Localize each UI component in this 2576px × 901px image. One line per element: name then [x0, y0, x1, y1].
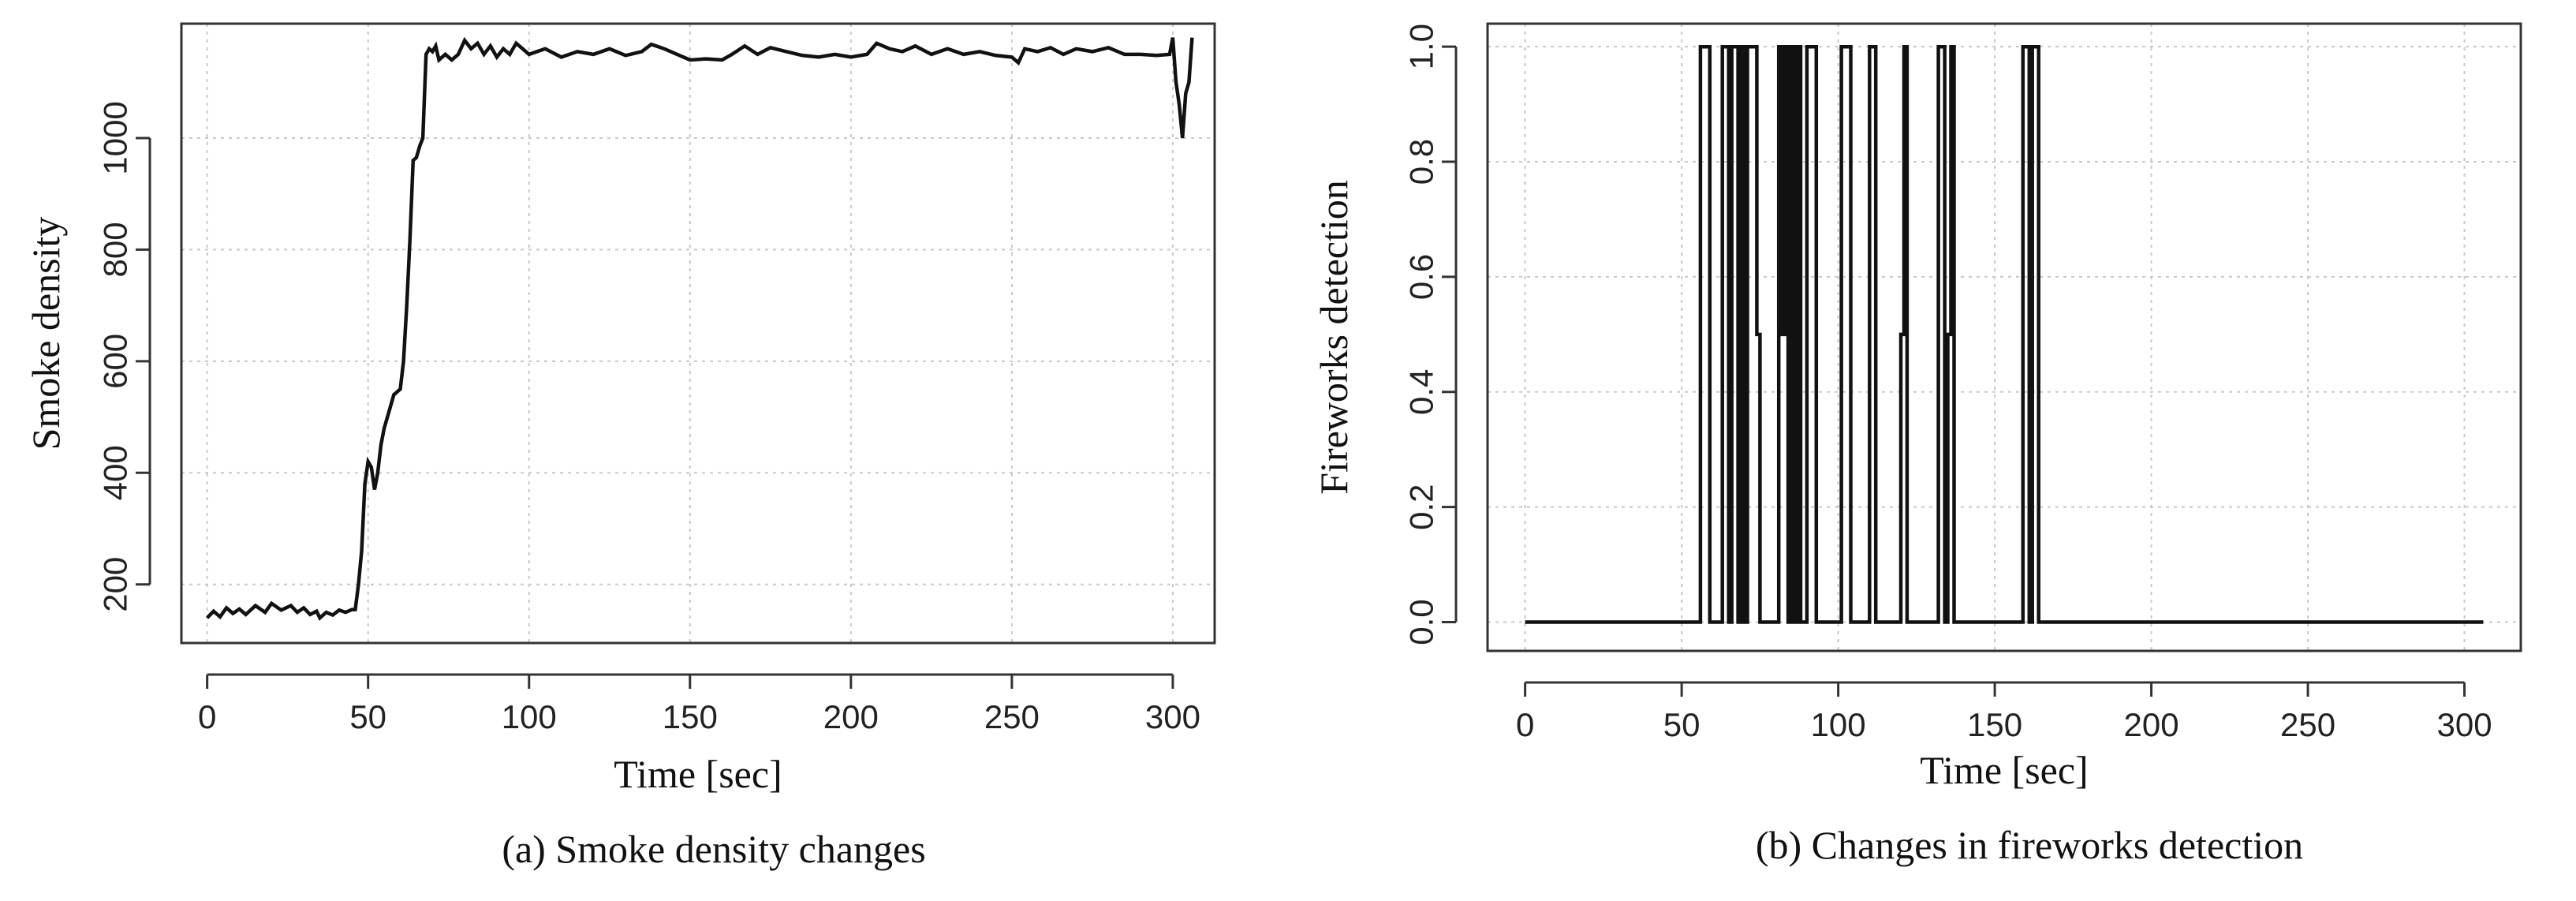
chart-panel-smoke-density: 0 50 100 150 200 250 300 200 400 600 800 1000 Time […: [24, 22, 1216, 871]
x-tick-label: 100: [1811, 706, 1866, 743]
data-series-line: [205, 36, 1194, 621]
y-tick-label: 1.0: [1403, 24, 1440, 69]
y-tick-label: 0.6: [1403, 254, 1440, 300]
y-tick-label: 200: [97, 557, 134, 612]
chart-panel-fireworks-detection: 0 50 100 150 200 250 300 0.0 0.2 0.4 0.6 0.8 1.0 Time…: [1288, 0, 2576, 901]
x-axis-title: Time [sec]: [614, 752, 782, 796]
y-tick-label: 0.0: [1403, 599, 1440, 645]
y-axis-title: Smoke density: [24, 217, 68, 450]
fireworks-detection-chart: 0 50 100 150 200 250 300 0.0 0.2 0.4 0.6 0.8 1.0 Time…: [1312, 22, 2522, 867]
smoke-density-chart: 0 50 100 150 200 250 300 200 400 600 800 1000 Time […: [24, 22, 1216, 871]
y-axis-title: Fireworks detection: [1312, 180, 1356, 495]
x-tick-label: 250: [2280, 706, 2335, 743]
y-tick-label: 0.4: [1403, 369, 1440, 415]
x-tick-label: 50: [1663, 706, 1701, 743]
x-tick-label: 200: [2124, 706, 2179, 743]
y-tick-label: 0.8: [1403, 139, 1440, 185]
y-tick-label: 400: [97, 445, 134, 500]
x-tick-label: 300: [1145, 698, 1200, 735]
x-tick-label: 200: [823, 698, 879, 735]
chart-caption: (b) Changes in fireworks detection: [1756, 823, 2303, 867]
x-tick-label: 0: [1516, 706, 1534, 743]
x-tick-label: 50: [349, 698, 386, 735]
data-series-line: [1525, 44, 2484, 624]
x-tick-label: 100: [502, 698, 557, 735]
x-tick-label: 150: [663, 698, 718, 735]
y-tick-label: 0.2: [1403, 484, 1440, 529]
x-tick-label: 250: [984, 698, 1040, 735]
y-tick-label: 800: [97, 222, 134, 277]
y-tick-label: 1000: [97, 101, 134, 174]
x-axis-title: Time [sec]: [1920, 748, 2088, 792]
x-tick-label: 0: [198, 698, 216, 735]
plot-frame: [180, 22, 1216, 645]
x-tick-label: 300: [2437, 706, 2492, 743]
y-tick-label: 600: [97, 334, 134, 389]
chart-caption: (a) Smoke density changes: [502, 827, 925, 871]
x-tick-label: 150: [1967, 706, 2022, 743]
plot-frame: [1486, 22, 2522, 652]
